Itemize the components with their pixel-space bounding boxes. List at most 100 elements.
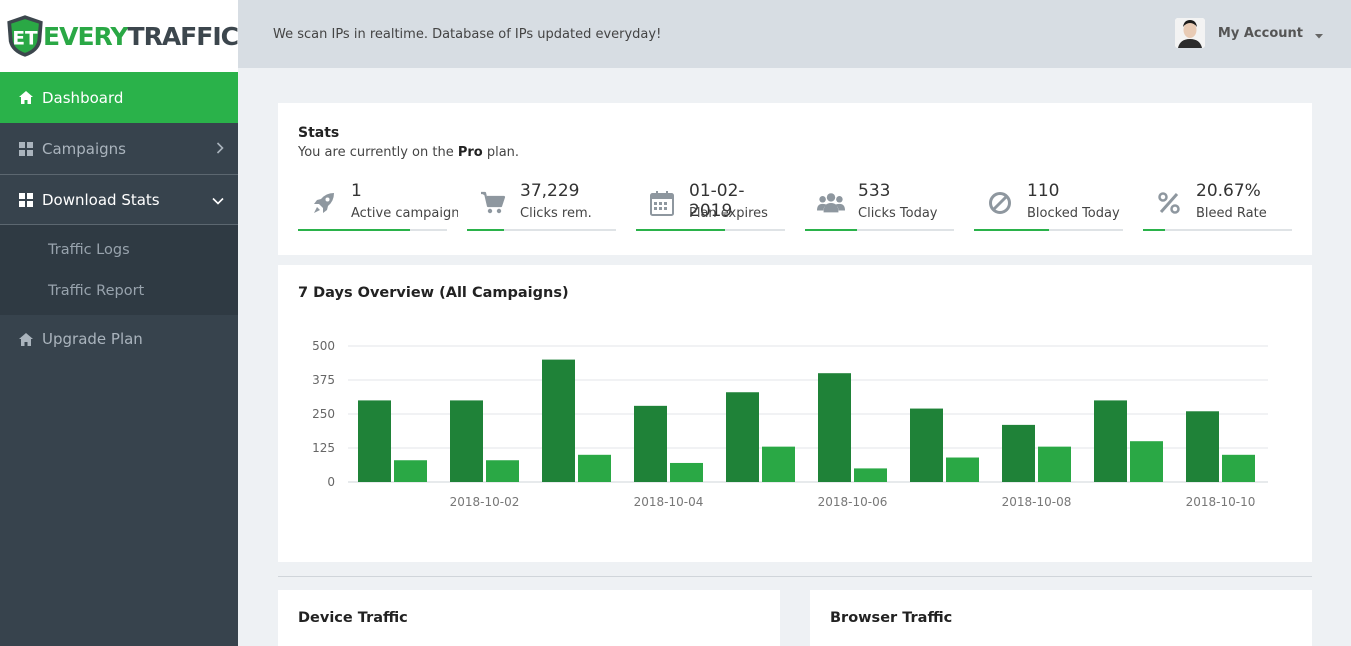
chart-bar <box>1094 400 1127 482</box>
plan-prefix: You are currently on the <box>298 145 458 160</box>
x-tick-label: 2018-10-02 <box>450 495 520 509</box>
stat-value: 110 <box>1027 181 1060 201</box>
stat-value: 01-02-2019 <box>689 181 745 221</box>
chart-bar <box>910 408 943 482</box>
chart-bar <box>762 446 795 482</box>
chart-bar <box>542 359 575 482</box>
stat-value: 37,229 <box>520 181 580 201</box>
sidebar-item-upgrade-plan[interactable]: Upgrade Plan <box>0 315 238 363</box>
chart-bar <box>634 405 667 482</box>
device-traffic-card: Device Traffic <box>278 590 780 646</box>
overview-bar-chart: 0 125 250 375 500 2018-10-02 2018-10-04 2018-10… <box>312 339 1268 509</box>
y-tick-label: 0 <box>327 475 335 489</box>
x-tick-label: 2018-10-06 <box>818 495 888 509</box>
stat-progress-fill <box>974 229 1049 231</box>
caret-down-icon <box>1315 24 1323 43</box>
stat-label: Bleed Rate <box>1196 206 1267 221</box>
chart-bar <box>854 468 887 482</box>
plan-info: You are currently on the Pro plan. <box>298 145 1292 160</box>
chart-bar <box>486 460 519 482</box>
cart-icon <box>479 189 507 217</box>
overview-chart-card: 7 Days Overview (All Campaigns) 0 125 250 3… <box>278 265 1312 562</box>
chart-bar <box>394 460 427 482</box>
stat-progress-fill <box>805 229 858 231</box>
x-tick-label: 2018-10-08 <box>1002 495 1072 509</box>
browser-traffic-card: Browser Traffic <box>810 590 1312 646</box>
stat-clicks-remaining: 37,229 Clicks rem. <box>467 181 616 231</box>
sidebar-subitem-traffic-report[interactable]: Traffic Report <box>48 282 145 299</box>
stats-title: Stats <box>298 125 340 141</box>
chart-bar <box>726 392 759 482</box>
stat-value: 1 <box>351 181 362 201</box>
plan-name: Pro <box>457 145 483 160</box>
stat-label: Clicks Today <box>858 206 938 221</box>
stat-clicks-today: 533 Clicks Today <box>805 181 954 231</box>
chart-bar <box>1038 446 1071 482</box>
logo-initials: ET <box>12 28 38 49</box>
stat-progress-bar <box>298 229 447 231</box>
stat-blocked-today: 110 Blocked Today <box>974 181 1123 231</box>
logo[interactable]: ET EVERYTRAFFIC <box>0 0 239 72</box>
y-tick-label: 125 <box>312 441 335 455</box>
stat-progress-bar <box>805 229 954 231</box>
y-tick-label: 250 <box>312 407 335 421</box>
chart-bar <box>670 462 703 482</box>
sidebar-subitem-traffic-logs[interactable]: Traffic Logs <box>48 241 130 258</box>
rocket-icon <box>310 189 338 217</box>
sidebar-item-label: Campaigns <box>42 139 127 158</box>
ban-icon <box>986 189 1014 217</box>
download-stats-submenu: Traffic Logs Traffic Report <box>0 225 238 315</box>
stat-progress-fill <box>467 229 505 231</box>
stats-card: Stats You are currently on the Pro plan.… <box>278 103 1312 255</box>
stat-plan-expires: 01-02-2019 Plan expires <box>636 181 785 231</box>
home-icon <box>18 90 34 106</box>
account-label: My Account <box>1217 25 1303 41</box>
account-menu[interactable]: My Account <box>1174 18 1323 48</box>
chart-bar <box>1130 441 1163 482</box>
tagline: We scan IPs in realtime. Database of IPs… <box>273 26 662 42</box>
sidebar-item-campaigns[interactable]: Campaigns <box>0 123 238 174</box>
chart-bar <box>818 373 851 482</box>
chart-bar <box>946 457 979 482</box>
stat-value: 20.67% <box>1196 181 1261 201</box>
x-tick-label: 2018-10-10 <box>1186 495 1256 509</box>
stats-row: 1 Active campaigns 37,229 Clicks rem. 01… <box>298 181 1292 231</box>
brand-name: EVERYTRAFFIC <box>43 21 239 51</box>
sidebar-item-label: Upgrade Plan <box>42 330 143 348</box>
stat-progress-fill <box>298 229 410 231</box>
chart-bar <box>358 400 391 482</box>
top-bar: We scan IPs in realtime. Database of IPs… <box>238 0 1351 68</box>
chart-bar <box>578 454 611 482</box>
device-traffic-title: Device Traffic <box>298 610 408 626</box>
chart-bar <box>450 400 483 482</box>
stat-progress-bar <box>467 229 616 231</box>
grid-icon <box>18 141 34 157</box>
stat-progress-bar <box>1143 229 1292 231</box>
stat-progress-bar <box>974 229 1123 231</box>
stat-active-campaigns: 1 Active campaigns <box>298 181 458 231</box>
chart-title: 7 Days Overview (All Campaigns) <box>298 285 569 301</box>
brand-name-dark: TRAFFIC <box>127 21 239 51</box>
y-tick-label: 500 <box>312 339 335 353</box>
y-tick-label: 375 <box>312 373 335 387</box>
users-icon <box>817 189 845 217</box>
browser-traffic-title: Browser Traffic <box>830 610 953 626</box>
sidebar-item-download-stats[interactable]: Download Stats <box>0 174 238 225</box>
stat-progress-fill <box>636 229 726 231</box>
brand-name-green: EVERY <box>43 21 128 51</box>
avatar <box>1174 18 1205 48</box>
chevron-down-icon <box>212 191 224 209</box>
percent-icon <box>1155 189 1183 217</box>
shield-logo-icon: ET <box>7 15 43 57</box>
sidebar: ET EVERYTRAFFIC Dashboard Campaigns Down… <box>0 0 239 646</box>
stat-label: Active campaigns <box>351 206 458 221</box>
sidebar-item-dashboard[interactable]: Dashboard <box>0 72 238 123</box>
chart-bar <box>1002 424 1035 482</box>
stat-label: Clicks rem. <box>520 206 592 221</box>
stat-bleed-rate: 20.67% Bleed Rate <box>1143 181 1292 231</box>
stat-label: Plan expires <box>689 206 768 221</box>
stat-label: Blocked Today <box>1027 206 1120 221</box>
stat-progress-bar <box>636 229 785 231</box>
stat-value: 533 <box>858 181 891 201</box>
plan-suffix: plan. <box>482 145 520 160</box>
